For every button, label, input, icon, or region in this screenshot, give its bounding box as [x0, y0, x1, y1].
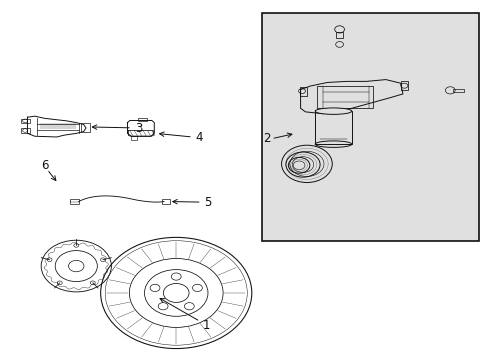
Bar	[81, 123, 90, 132]
Bar	[70, 199, 79, 204]
Bar	[21, 129, 30, 133]
Bar	[452, 89, 463, 92]
Text: 2: 2	[263, 132, 270, 145]
Bar	[162, 199, 169, 204]
Bar	[261, 13, 478, 241]
Bar	[316, 86, 372, 108]
Text: 5: 5	[172, 196, 211, 209]
Ellipse shape	[315, 108, 351, 114]
Text: 6: 6	[41, 159, 48, 172]
Bar	[131, 136, 137, 140]
Text: 1: 1	[160, 298, 210, 332]
Bar	[299, 87, 306, 96]
Bar	[138, 118, 147, 121]
Bar	[335, 32, 342, 39]
Text: 3: 3	[92, 122, 142, 135]
Bar	[21, 119, 30, 123]
Bar	[315, 111, 351, 144]
Bar	[400, 81, 407, 90]
Text: 4: 4	[159, 131, 203, 144]
